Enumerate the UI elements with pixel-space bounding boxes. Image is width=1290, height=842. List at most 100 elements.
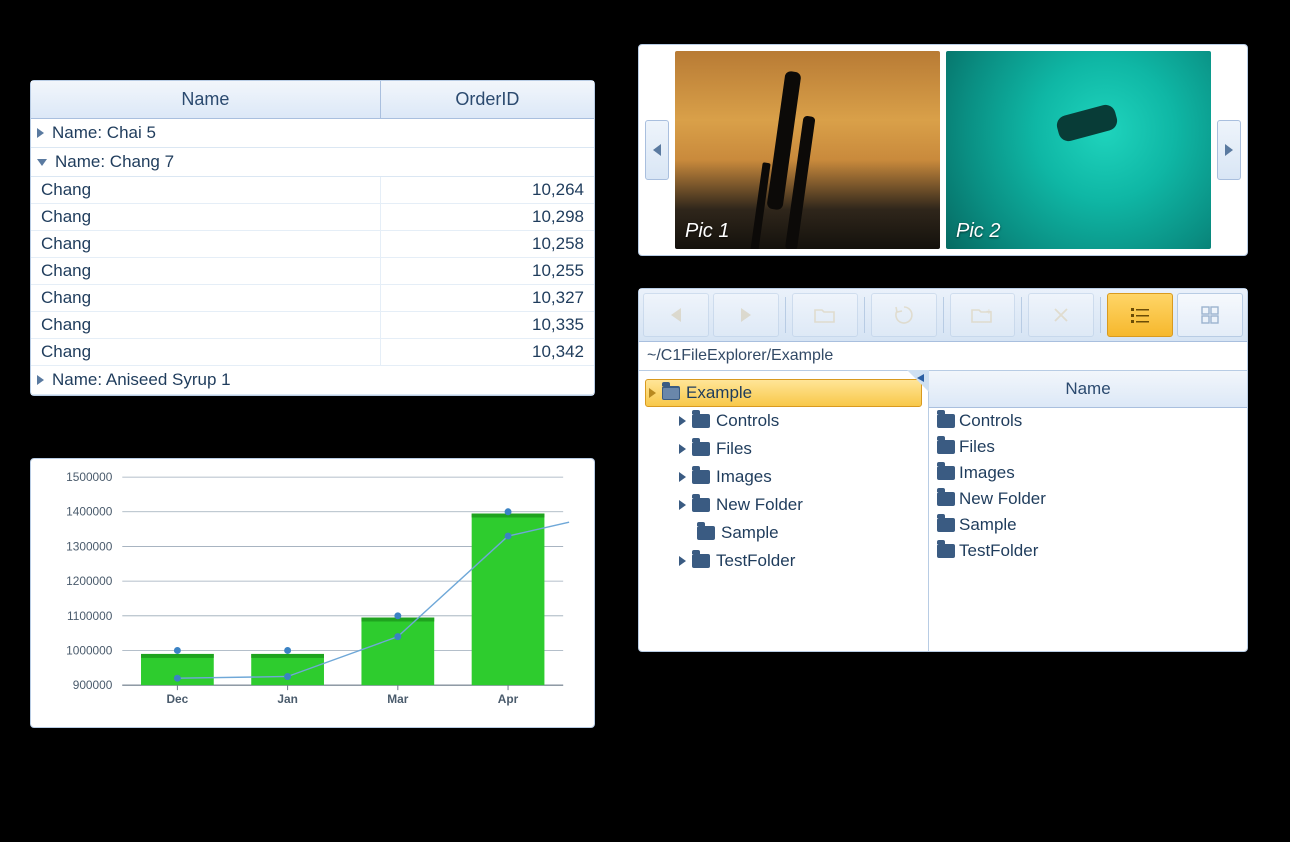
carousel-next-button[interactable] xyxy=(1217,120,1241,180)
expand-icon xyxy=(679,444,686,454)
list-view-button[interactable] xyxy=(1107,293,1173,337)
cell-orderid: 10,327 xyxy=(381,285,594,311)
collapse-tree-button[interactable] xyxy=(907,370,929,392)
cell-name: Chang xyxy=(31,285,381,311)
image-carousel: Pic 1 Pic 2 xyxy=(638,44,1248,256)
address-bar[interactable] xyxy=(639,342,1247,371)
list-item[interactable]: New Folder xyxy=(929,486,1247,512)
carousel-prev-button[interactable] xyxy=(645,120,669,180)
svg-text:1300000: 1300000 xyxy=(66,539,113,553)
forward-icon xyxy=(741,308,751,322)
table-row[interactable]: Chang10,298 xyxy=(31,204,594,231)
collapse-icon xyxy=(37,159,47,166)
expand-icon xyxy=(679,472,686,482)
toolbar-separator xyxy=(1100,297,1101,333)
carousel-item[interactable]: Pic 1 xyxy=(675,51,940,249)
tree-node-label: Example xyxy=(686,383,752,403)
tree-node[interactable]: Files xyxy=(645,435,922,463)
file-explorer: + xyxy=(638,288,1248,652)
cell-name: Chang xyxy=(31,204,381,230)
folder-icon xyxy=(937,440,955,454)
expand-icon xyxy=(37,375,44,385)
folder-icon xyxy=(937,414,955,428)
expand-icon xyxy=(679,416,686,426)
folder-icon xyxy=(937,492,955,506)
delete-button[interactable] xyxy=(1028,293,1094,337)
list-item-label: Sample xyxy=(959,515,1017,535)
svg-text:900000: 900000 xyxy=(73,678,113,692)
cell-name: Chang xyxy=(31,177,381,203)
delete-icon xyxy=(1052,306,1070,324)
tree-node[interactable]: Sample xyxy=(645,519,922,547)
grid-col-orderid[interactable]: OrderID xyxy=(381,81,594,118)
list-item-label: New Folder xyxy=(959,489,1046,509)
new-folder-button[interactable]: + xyxy=(950,293,1016,337)
tree-node-root[interactable]: Example xyxy=(645,379,922,407)
toolbar-separator xyxy=(785,297,786,333)
folder-icon xyxy=(697,526,715,540)
svg-text:1500000: 1500000 xyxy=(66,471,113,484)
list-item[interactable]: TestFolder xyxy=(929,538,1247,564)
tree-node-label: New Folder xyxy=(716,495,803,515)
forward-button[interactable] xyxy=(713,293,779,337)
cell-name: Chang xyxy=(31,258,381,284)
svg-text:1200000: 1200000 xyxy=(66,574,113,588)
cell-orderid: 10,258 xyxy=(381,231,594,257)
table-row[interactable]: Chang10,255 xyxy=(31,258,594,285)
table-row[interactable]: Chang10,327 xyxy=(31,285,594,312)
svg-text:1100000: 1100000 xyxy=(67,609,113,623)
explorer-toolbar: + xyxy=(639,289,1247,342)
svg-text:1400000: 1400000 xyxy=(66,505,113,519)
back-button[interactable] xyxy=(643,293,709,337)
toolbar-separator xyxy=(864,297,865,333)
expand-icon xyxy=(679,556,686,566)
toolbar-separator xyxy=(1021,297,1022,333)
group-label: Name: Chang 7 xyxy=(55,152,174,172)
table-row[interactable]: Chang10,258 xyxy=(31,231,594,258)
tree-node[interactable]: New Folder xyxy=(645,491,922,519)
file-list: Name Controls Files Images New Folder Sa… xyxy=(929,371,1247,651)
open-button[interactable] xyxy=(792,293,858,337)
grid-view-icon xyxy=(1200,305,1220,325)
list-view-icon xyxy=(1129,306,1151,324)
folder-icon xyxy=(937,518,955,532)
list-item[interactable]: Sample xyxy=(929,512,1247,538)
carousel-item[interactable]: Pic 2 xyxy=(946,51,1211,249)
list-item[interactable]: Controls xyxy=(929,408,1247,434)
tree-node-label: Sample xyxy=(721,523,779,543)
tree-node[interactable]: Images xyxy=(645,463,922,491)
tree-node-label: Images xyxy=(716,467,772,487)
tree-node[interactable]: TestFolder xyxy=(645,547,922,575)
table-row[interactable]: Chang10,264 xyxy=(31,177,594,204)
grid-view-button[interactable] xyxy=(1177,293,1243,337)
tree-node-label: Controls xyxy=(716,411,779,431)
address-input[interactable] xyxy=(647,347,1239,365)
group-row[interactable]: Name: Chang 7 xyxy=(31,148,594,177)
group-row[interactable]: Name: Aniseed Syrup 1 xyxy=(31,366,594,395)
grid-col-name[interactable]: Name xyxy=(31,81,381,118)
cell-name: Chang xyxy=(31,339,381,365)
folder-icon xyxy=(692,442,710,456)
tree-node[interactable]: Controls xyxy=(645,407,922,435)
refresh-button[interactable] xyxy=(871,293,937,337)
svg-text:Jan: Jan xyxy=(277,692,297,706)
list-item[interactable]: Files xyxy=(929,434,1247,460)
cell-orderid: 10,342 xyxy=(381,339,594,365)
list-item-label: Images xyxy=(959,463,1015,483)
cell-name: Chang xyxy=(31,312,381,338)
table-row[interactable]: Chang10,342 xyxy=(31,339,594,366)
tree-node-label: TestFolder xyxy=(716,551,795,571)
svg-text:1000000: 1000000 xyxy=(66,643,113,657)
carousel-caption: Pic 1 xyxy=(675,214,739,249)
data-grid: Name OrderID Name: Chai 5 Name: Chang 7 … xyxy=(30,80,595,396)
list-item-label: TestFolder xyxy=(959,541,1038,561)
table-row[interactable]: Chang10,335 xyxy=(31,312,594,339)
folder-icon xyxy=(692,414,710,428)
tree-node-label: Files xyxy=(716,439,752,459)
list-header-name[interactable]: Name xyxy=(929,371,1247,408)
group-row[interactable]: Name: Chai 5 xyxy=(31,119,594,148)
folder-icon xyxy=(692,470,710,484)
folder-icon xyxy=(692,498,710,512)
toolbar-separator xyxy=(943,297,944,333)
list-item[interactable]: Images xyxy=(929,460,1247,486)
